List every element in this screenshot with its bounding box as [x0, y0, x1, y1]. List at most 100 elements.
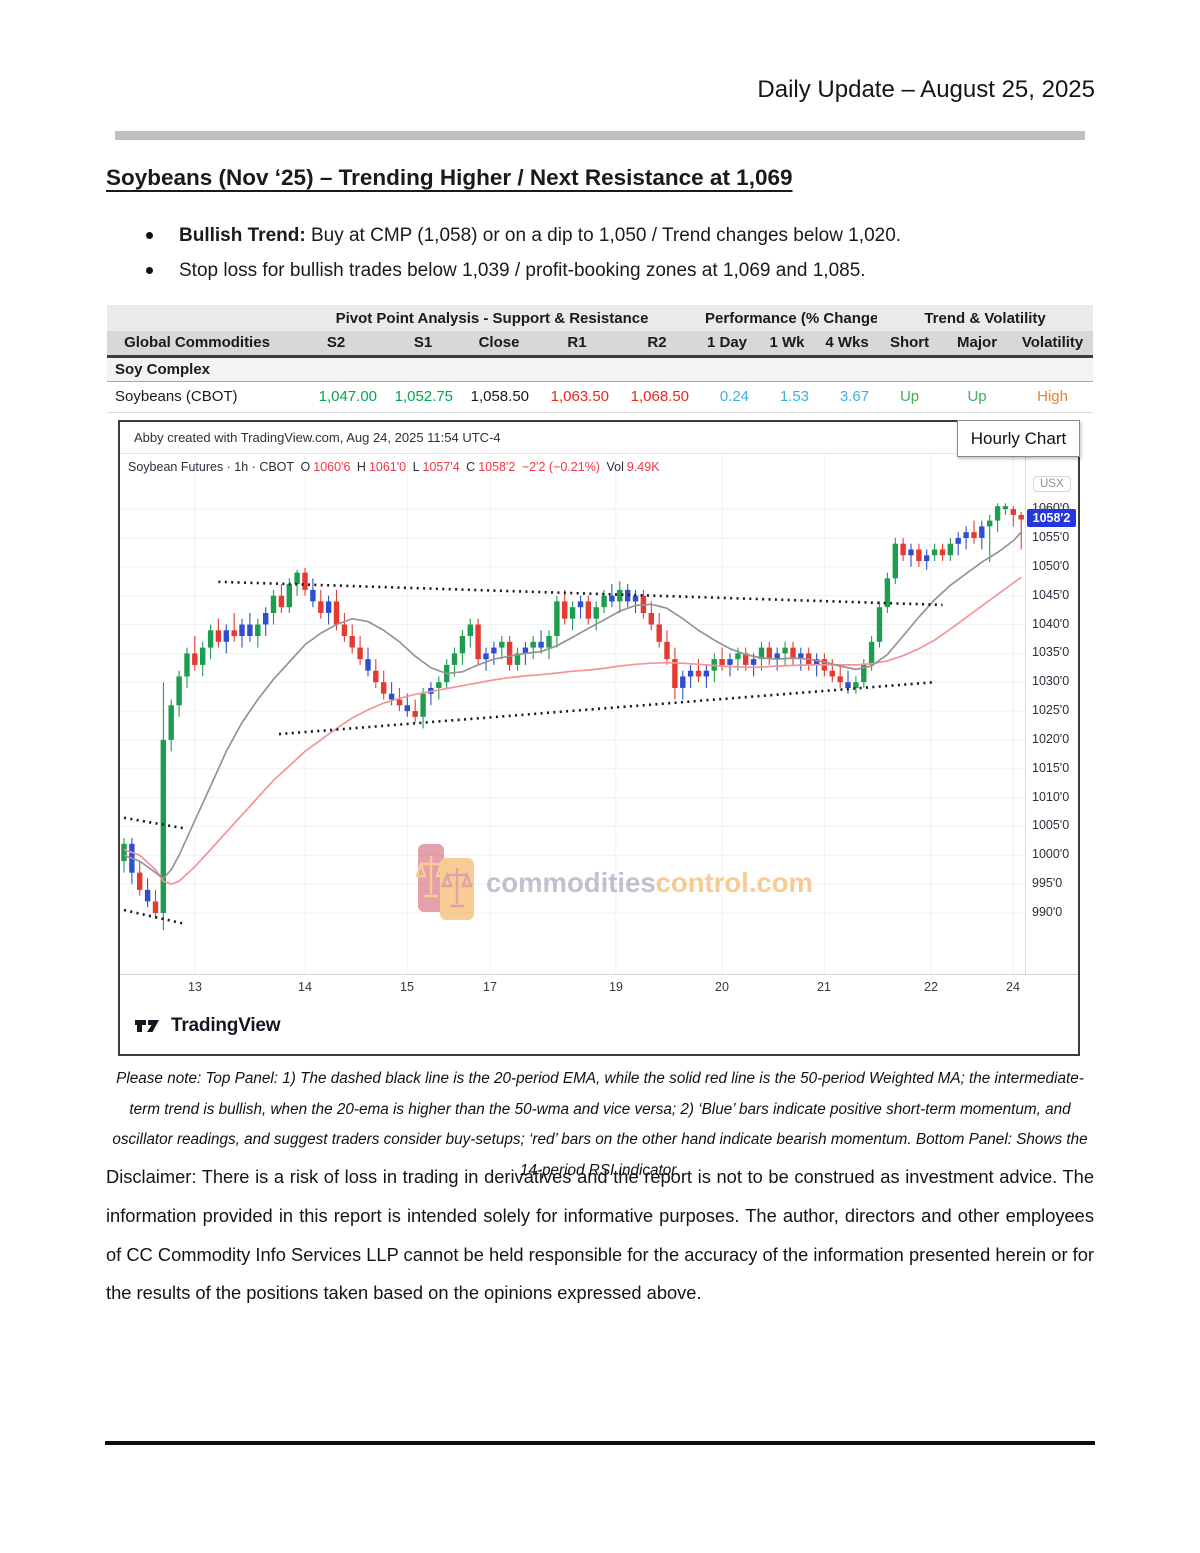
ema20-line [123, 531, 1022, 880]
legend-vol-value: 9.49K [626, 460, 660, 474]
chart-plot-area: Soybean Futures · 1h · CBOT O 1060'6 H 106… [120, 454, 1025, 974]
col-r1: R1 [537, 331, 617, 356]
header-divider [115, 131, 1085, 140]
chart-credit: Abby created with TradingView.com, Aug 2… [120, 422, 1078, 454]
price-axis-label: 1030'0 [1032, 674, 1070, 688]
table-column-header-row: Global Commodities S2 S1 Close R1 R2 1 D… [107, 331, 1094, 356]
cell-s2: 1,047.00 [287, 381, 385, 412]
table-group-header-row: Pivot Point Analysis - Support & Resista… [107, 305, 1094, 331]
chart-note: Please note: Top Panel: 1) The dashed bl… [112, 1070, 1088, 1179]
col-s2: S2 [287, 331, 385, 356]
time-axis-label: 22 [924, 980, 938, 994]
candlestick-plot [120, 454, 1025, 974]
col-4wks: 4 Wks [817, 331, 878, 356]
watermark-text: commoditiescontrol.com [486, 867, 813, 898]
col-r2: R2 [617, 331, 698, 356]
section-label: Soy Complex [107, 356, 1094, 381]
col-1wk: 1 Wk [757, 331, 818, 356]
price-axis-label: 1015'0 [1032, 761, 1070, 775]
legend-low-label: L [412, 460, 420, 474]
price-axis-label: 995'0 [1032, 876, 1063, 890]
legend-high-value: 1061'0 [368, 460, 407, 474]
price-axis-label: 1055'0 [1032, 530, 1070, 544]
group-header-performance: Performance (% Change) [697, 305, 878, 331]
report-date-heading: Daily Update – August 25, 2025 [757, 76, 1095, 103]
col-major: Major [942, 331, 1013, 356]
candles [121, 503, 1024, 931]
time-axis-label: 13 [188, 980, 202, 994]
bullet-item: Stop loss for bullish trades below 1,039… [146, 259, 1086, 282]
price-axis-label: 1000'0 [1032, 847, 1070, 861]
time-axis-label: 24 [1006, 980, 1020, 994]
price-axis: USX BUA 1058'2 1060'01055'01050'01045'01… [1025, 454, 1078, 974]
cell-1wk: 1.53 [757, 381, 818, 412]
price-axis-label: 1040'0 [1032, 617, 1070, 631]
bullet-item: Bullish Trend: Buy at CMP (1,058) or on … [146, 224, 1086, 247]
watermark: commoditiescontrol.com [416, 842, 813, 924]
tradingview-logo-icon [135, 1020, 159, 1032]
cell-volatility: High [1012, 381, 1094, 412]
footer-rule [105, 1441, 1095, 1445]
price-axis-label: 1020'0 [1032, 732, 1070, 746]
legend-vol-label: Vol [606, 460, 624, 474]
cell-short-trend: Up [877, 381, 943, 412]
time-axis-label: 17 [483, 980, 497, 994]
col-1day: 1 Day [697, 331, 758, 356]
price-axis-label: 1005'0 [1032, 818, 1070, 832]
price-axis-label: 990'0 [1032, 905, 1063, 919]
legend-open-value: 1060'6 [313, 460, 351, 474]
time-axis: 13 14 15 17 19 20 21 22 24 [120, 974, 1078, 1000]
table-row: Soybeans (CBOT) 1,047.00 1,052.75 1,058.… [107, 381, 1094, 412]
page-title: Soybeans (Nov ‘25) – Trending Higher / N… [106, 165, 793, 190]
legend-open-label: O [300, 460, 311, 474]
disclaimer: Disclaimer: There is a risk of loss in t… [106, 1166, 1094, 1304]
price-axis-label: 1050'0 [1032, 559, 1070, 573]
time-axis-label: 20 [715, 980, 729, 994]
hourly-chart-badge: Hourly Chart [957, 420, 1080, 457]
legend-close-label: C [466, 460, 476, 474]
time-axis-label: 15 [400, 980, 414, 994]
cell-s1: 1,052.75 [385, 381, 461, 412]
commoditiescontrol-logo-icon [416, 844, 474, 920]
axis-button-usx: USX [1033, 476, 1071, 492]
summary-bullets: Bullish Trend: Buy at CMP (1,058) or on … [146, 224, 1086, 294]
col-global-commodities: Global Commodities [107, 331, 287, 356]
wedge-upper [123, 816, 188, 831]
col-s1: S1 [385, 331, 461, 356]
cell-r1: 1,063.50 [537, 381, 617, 412]
price-axis-label: 1025'0 [1032, 703, 1070, 717]
cell-r2: 1,068.50 [617, 381, 698, 412]
chart-legend: Soybean Futures · 1h · CBOT O 1060'6 H 106… [128, 460, 663, 474]
price-axis-label: 1035'0 [1032, 645, 1070, 659]
group-header-trend: Trend & Volatility [877, 305, 1094, 331]
bullet-icon [146, 267, 153, 274]
tradingview-logo-text: TradingView [171, 1015, 281, 1036]
time-axis-label: 21 [817, 980, 831, 994]
time-axis-label: 14 [298, 980, 312, 994]
chart-container: Hourly Chart Abby created with TradingVi… [118, 420, 1080, 1056]
col-short: Short [877, 331, 943, 356]
cell-commodity-name: Soybeans (CBOT) [107, 381, 287, 412]
legend-change: −2'2 (−0.21%) [521, 460, 600, 474]
bullet-icon [146, 232, 153, 239]
chart-footer: TradingView [120, 1000, 1078, 1052]
legend-low-value: 1057'4 [422, 460, 460, 474]
col-volatility: Volatility [1012, 331, 1094, 356]
time-axis-label: 19 [609, 980, 623, 994]
cell-1day: 0.24 [697, 381, 758, 412]
pivot-table: Pivot Point Analysis - Support & Resista… [107, 305, 1094, 413]
col-close: Close [461, 331, 537, 356]
price-axis-label: 1045'0 [1032, 588, 1070, 602]
cell-close: 1,058.50 [461, 381, 537, 412]
legend-symbol: Soybean Futures · 1h · CBOT [128, 460, 295, 474]
price-axis-label: 1010'0 [1032, 790, 1070, 804]
legend-high-label: H [356, 460, 366, 474]
last-price-tag: 1058'2 [1027, 509, 1076, 527]
table-section-row: Soy Complex [107, 356, 1094, 381]
group-header-pivot: Pivot Point Analysis - Support & Resista… [287, 305, 698, 331]
legend-close-value: 1058'2 [478, 460, 516, 474]
bullet-text: Bullish Trend: Buy at CMP (1,058) or on … [179, 225, 902, 246]
channel-lower [278, 680, 935, 736]
group-header-blank [107, 305, 287, 331]
cell-major-trend: Up [942, 381, 1013, 412]
